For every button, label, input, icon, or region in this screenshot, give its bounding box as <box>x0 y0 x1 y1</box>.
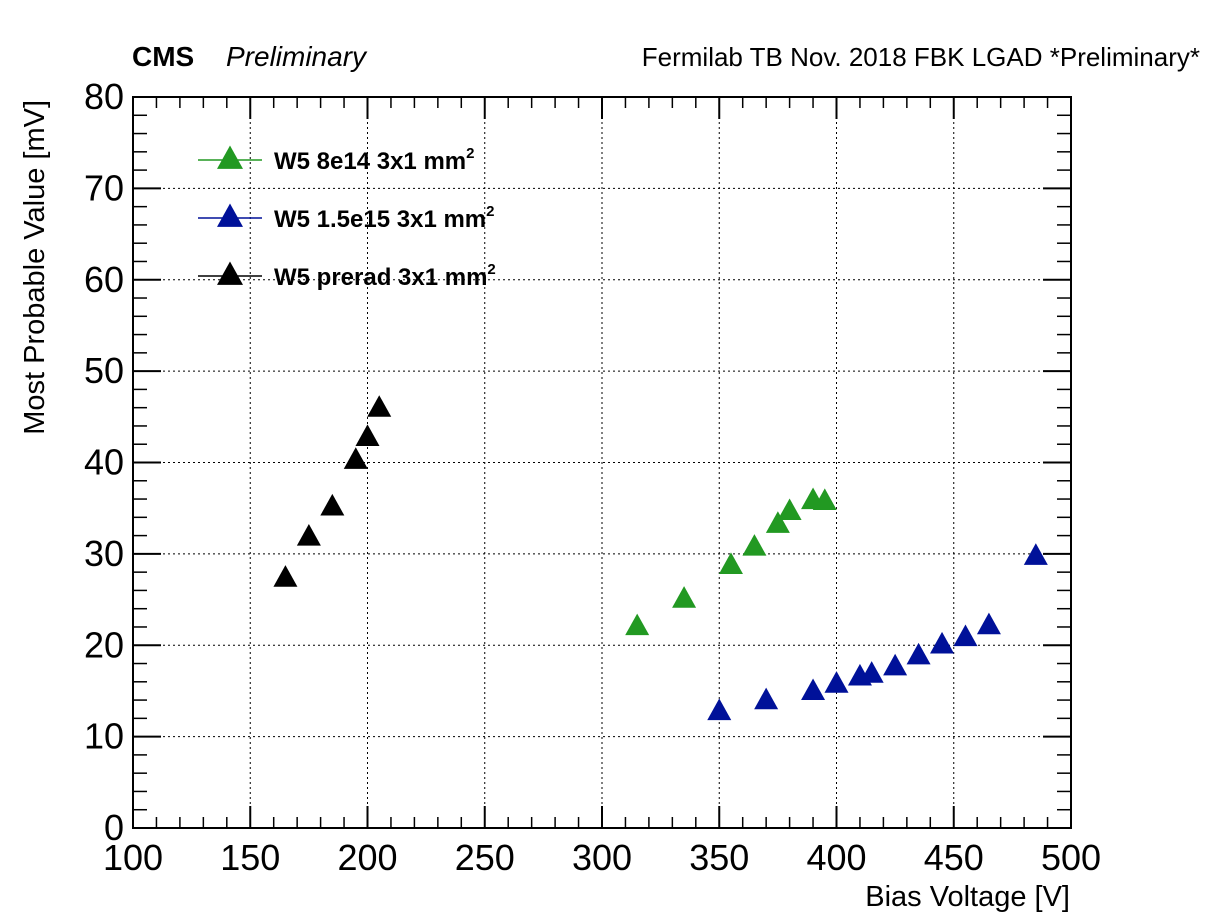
x-tick-label: 200 <box>337 837 397 878</box>
marker-series-1 <box>859 661 884 683</box>
x-tick-labels: 100 150 200 250 300 350 400 450 500 <box>103 837 1101 878</box>
y-tick-label: 10 <box>84 716 124 757</box>
y-tick-label: 80 <box>84 76 124 117</box>
marker-series-2 <box>343 447 368 469</box>
x-tick-label: 250 <box>455 837 515 878</box>
marker-series-1 <box>906 642 931 665</box>
y-tick-labels: 0 10 20 30 40 50 60 70 80 <box>84 76 124 848</box>
y-tick-label: 40 <box>84 442 124 483</box>
x-tick-label: 500 <box>1041 837 1101 878</box>
marker-series-1 <box>930 631 955 654</box>
marker-series-1 <box>1023 543 1048 565</box>
legend-marker-1 <box>217 203 243 227</box>
y-tick-label: 30 <box>84 533 124 574</box>
legend: W5 8e14 3x1 mm2 W5 1.5e15 3x1 mm2 W5 prera… <box>198 145 496 291</box>
x-tick-label: 450 <box>924 837 984 878</box>
marker-series-1 <box>707 698 732 721</box>
header-right-text: Fermilab TB Nov. 2018 FBK LGAD *Prelimin… <box>642 42 1200 72</box>
x-tick-label: 400 <box>806 837 866 878</box>
y-axis-label: Most Probable Value [mV] <box>19 100 51 435</box>
x-tick-label: 100 <box>103 837 163 878</box>
grid-lines <box>133 97 1071 828</box>
y-tick-label: 50 <box>84 350 124 391</box>
y-tick-label: 20 <box>84 624 124 665</box>
marker-series-0 <box>812 488 837 510</box>
status-label: Preliminary <box>226 41 368 72</box>
legend-label-1: W5 1.5e15 3x1 mm2 <box>274 203 494 233</box>
data-markers <box>273 395 1048 721</box>
x-tick-label: 150 <box>220 837 280 878</box>
marker-series-1 <box>953 624 978 647</box>
experiment-label: CMS <box>132 41 194 72</box>
x-tick-label: 350 <box>689 837 749 878</box>
marker-series-0 <box>777 498 802 521</box>
marker-series-2 <box>273 565 298 587</box>
legend-marker-2 <box>217 261 243 285</box>
plot-frame <box>132 96 1072 829</box>
marker-series-0 <box>742 534 767 556</box>
marker-series-2 <box>355 424 380 447</box>
marker-series-1 <box>976 612 1001 635</box>
marker-series-0 <box>625 613 650 636</box>
marker-series-1 <box>883 653 908 676</box>
marker-series-0 <box>672 586 697 608</box>
marker-series-2 <box>320 493 345 516</box>
marker-series-2 <box>367 395 392 417</box>
marker-series-0 <box>765 511 790 533</box>
marker-series-1 <box>824 671 849 693</box>
legend-marker-0 <box>217 145 243 169</box>
marker-series-0 <box>718 552 743 574</box>
y-tick-label: 70 <box>84 167 124 208</box>
legend-label-0: W5 8e14 3x1 mm2 <box>274 145 474 175</box>
marker-series-2 <box>296 524 321 546</box>
legend-label-2: W5 prerad 3x1 mm2 <box>274 261 496 291</box>
x-tick-label: 300 <box>572 837 632 878</box>
marker-series-1 <box>754 687 779 710</box>
x-axis-label: Bias Voltage [V] <box>865 881 1070 913</box>
marker-series-1 <box>801 678 826 701</box>
y-tick-label: 0 <box>104 807 124 848</box>
y-tick-label: 60 <box>84 259 124 300</box>
